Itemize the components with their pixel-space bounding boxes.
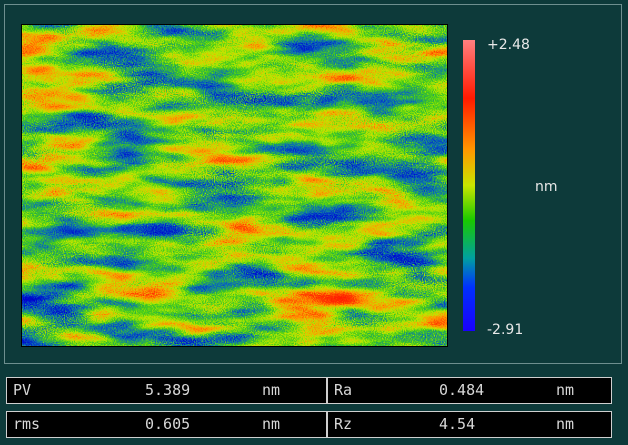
cell-separator: [326, 412, 328, 437]
colorbar: [463, 40, 475, 331]
colorbar-unit: nm: [535, 179, 558, 195]
stat-label: rms: [13, 412, 40, 437]
cell-separator: [326, 378, 328, 403]
app-window: +2.48 nm -2.91 PV 5.389 nm Ra 0.484 nm rms 0.60…: [0, 0, 628, 445]
stats-row: PV 5.389 nm Ra 0.484 nm: [6, 377, 612, 404]
stat-value: 5.389: [145, 378, 190, 403]
stat-unit: nm: [556, 412, 574, 437]
stat-unit: nm: [262, 378, 280, 403]
stat-value: 4.54: [439, 412, 475, 437]
stat-value: 0.484: [439, 378, 484, 403]
surface-map: [22, 25, 447, 346]
surface-view: [0, 0, 628, 370]
stats-row: rms 0.605 nm Rz 4.54 nm: [6, 411, 612, 438]
colorbar-max: +2.48: [487, 37, 530, 53]
stat-unit: nm: [556, 378, 574, 403]
stat-unit: nm: [262, 412, 280, 437]
stat-value: 0.605: [145, 412, 190, 437]
stat-label: Ra: [334, 378, 352, 403]
stat-label: Rz: [334, 412, 352, 437]
colorbar-min: -2.91: [487, 322, 523, 338]
stat-label: PV: [13, 378, 31, 403]
